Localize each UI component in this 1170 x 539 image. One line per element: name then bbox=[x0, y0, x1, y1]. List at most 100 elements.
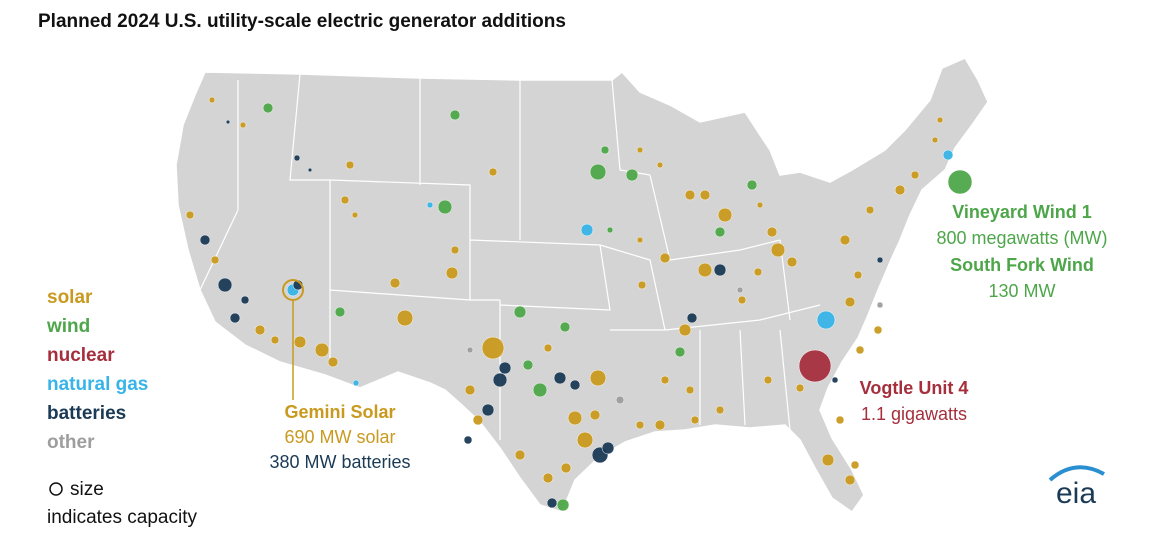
capacity-dot bbox=[464, 384, 476, 396]
capacity-dot bbox=[254, 324, 266, 336]
capacity-dot bbox=[553, 371, 567, 385]
capacity-dot bbox=[699, 189, 711, 201]
capacity-dot bbox=[853, 270, 863, 280]
capacity-dot bbox=[637, 280, 647, 290]
capacity-dot bbox=[850, 460, 860, 470]
annotation: South Fork Wind bbox=[950, 255, 1094, 275]
capacity-dot bbox=[463, 435, 473, 445]
capacity-dot bbox=[606, 226, 614, 234]
capacity-dot bbox=[239, 121, 247, 129]
annotation: Vineyard Wind 1 bbox=[952, 202, 1092, 222]
capacity-dot bbox=[514, 449, 526, 461]
capacity-dot bbox=[931, 136, 939, 144]
capacity-dot bbox=[690, 415, 700, 425]
capacity-dot bbox=[713, 263, 727, 277]
capacity-dot bbox=[396, 309, 414, 327]
capacity-dot bbox=[865, 205, 875, 215]
capacity-dot bbox=[656, 161, 664, 169]
capacity-dot bbox=[542, 472, 554, 484]
annotation: Gemini Solar bbox=[284, 402, 395, 422]
size-note: size bbox=[70, 479, 104, 500]
capacity-dot bbox=[844, 296, 856, 308]
legend: solar wind nuclear natural gas batteries othe… bbox=[46, 287, 148, 453]
capacity-dot bbox=[327, 356, 339, 368]
capacity-dot bbox=[567, 410, 583, 426]
capacity-dot bbox=[715, 405, 725, 415]
annotation: 800 megawatts (MW) bbox=[936, 228, 1107, 248]
capacity-dot bbox=[795, 383, 805, 393]
capacity-dot bbox=[753, 267, 763, 277]
capacity-dot bbox=[589, 369, 607, 387]
legend-item: batteries bbox=[47, 403, 126, 424]
capacity-dot bbox=[601, 441, 615, 455]
capacity-dot bbox=[589, 163, 607, 181]
capacity-dot bbox=[340, 195, 350, 205]
capacity-dot bbox=[936, 116, 944, 124]
capacity-dot bbox=[942, 149, 954, 161]
capacity-dot bbox=[556, 498, 570, 512]
capacity-dot bbox=[816, 310, 836, 330]
capacity-dot bbox=[659, 252, 671, 264]
capacity-dot bbox=[293, 335, 307, 349]
capacity-dot bbox=[876, 301, 884, 309]
capacity-dot bbox=[208, 96, 216, 104]
capacity-dot bbox=[307, 167, 313, 173]
capacity-dot bbox=[763, 375, 773, 385]
annotation: 690 MW solar bbox=[284, 427, 395, 447]
capacity-dot bbox=[345, 160, 355, 170]
capacity-dot bbox=[560, 462, 572, 474]
capacity-dot bbox=[717, 207, 733, 223]
capacity-dot bbox=[559, 321, 571, 333]
title: Planned 2024 U.S. utility-scale electric… bbox=[38, 11, 566, 32]
capacity-dot bbox=[615, 395, 625, 405]
capacity-dot bbox=[835, 415, 845, 425]
capacity-dot bbox=[660, 375, 670, 385]
capacity-dot bbox=[786, 256, 798, 268]
capacity-dot bbox=[293, 154, 301, 162]
legend-item: wind bbox=[46, 316, 90, 337]
capacity-dot bbox=[855, 345, 865, 355]
legend-item: solar bbox=[47, 287, 93, 308]
size-symbol bbox=[49, 482, 63, 496]
capacity-dot bbox=[947, 169, 973, 195]
logo-arc bbox=[1048, 465, 1105, 482]
capacity-dot bbox=[625, 168, 639, 182]
capacity-dot bbox=[217, 277, 233, 293]
capacity-dot bbox=[876, 256, 884, 264]
state-lines bbox=[199, 73, 821, 440]
capacity-dot bbox=[229, 312, 241, 324]
capacity-dot bbox=[472, 414, 484, 426]
capacity-dot bbox=[766, 226, 778, 238]
capacity-dot bbox=[314, 342, 330, 358]
annotation: Vogtle Unit 4 bbox=[860, 378, 969, 398]
legend-item: nuclear bbox=[47, 345, 115, 366]
capacity-dot bbox=[589, 409, 601, 421]
capacity-dot bbox=[334, 306, 346, 318]
capacity-dots bbox=[185, 96, 973, 512]
capacity-dot bbox=[543, 343, 553, 353]
capacity-dot bbox=[546, 497, 558, 509]
capacity-dot bbox=[798, 349, 832, 383]
capacity-dot bbox=[352, 379, 360, 387]
legend-item: other bbox=[47, 432, 95, 453]
capacity-dot bbox=[389, 277, 401, 289]
capacity-dot bbox=[199, 234, 211, 246]
capacity-dot bbox=[532, 382, 548, 398]
capacity-dot bbox=[674, 346, 686, 358]
capacity-dot bbox=[449, 109, 461, 121]
capacity-dot bbox=[636, 236, 644, 244]
capacity-dot bbox=[466, 346, 474, 354]
capacity-dot bbox=[873, 325, 883, 335]
capacity-dot bbox=[270, 335, 280, 345]
size-note: indicates capacity bbox=[47, 507, 197, 528]
capacity-dot bbox=[697, 262, 713, 278]
legend-item: natural gas bbox=[47, 374, 148, 395]
capacity-dot bbox=[746, 179, 758, 191]
capacity-dot bbox=[426, 201, 434, 209]
capacity-dot bbox=[488, 167, 498, 177]
capacity-dot bbox=[262, 102, 274, 114]
annotation: 1.1 gigawatts bbox=[861, 404, 967, 424]
capacity-dot bbox=[636, 146, 644, 154]
capacity-dot bbox=[498, 361, 512, 375]
capacity-dot bbox=[894, 184, 906, 196]
